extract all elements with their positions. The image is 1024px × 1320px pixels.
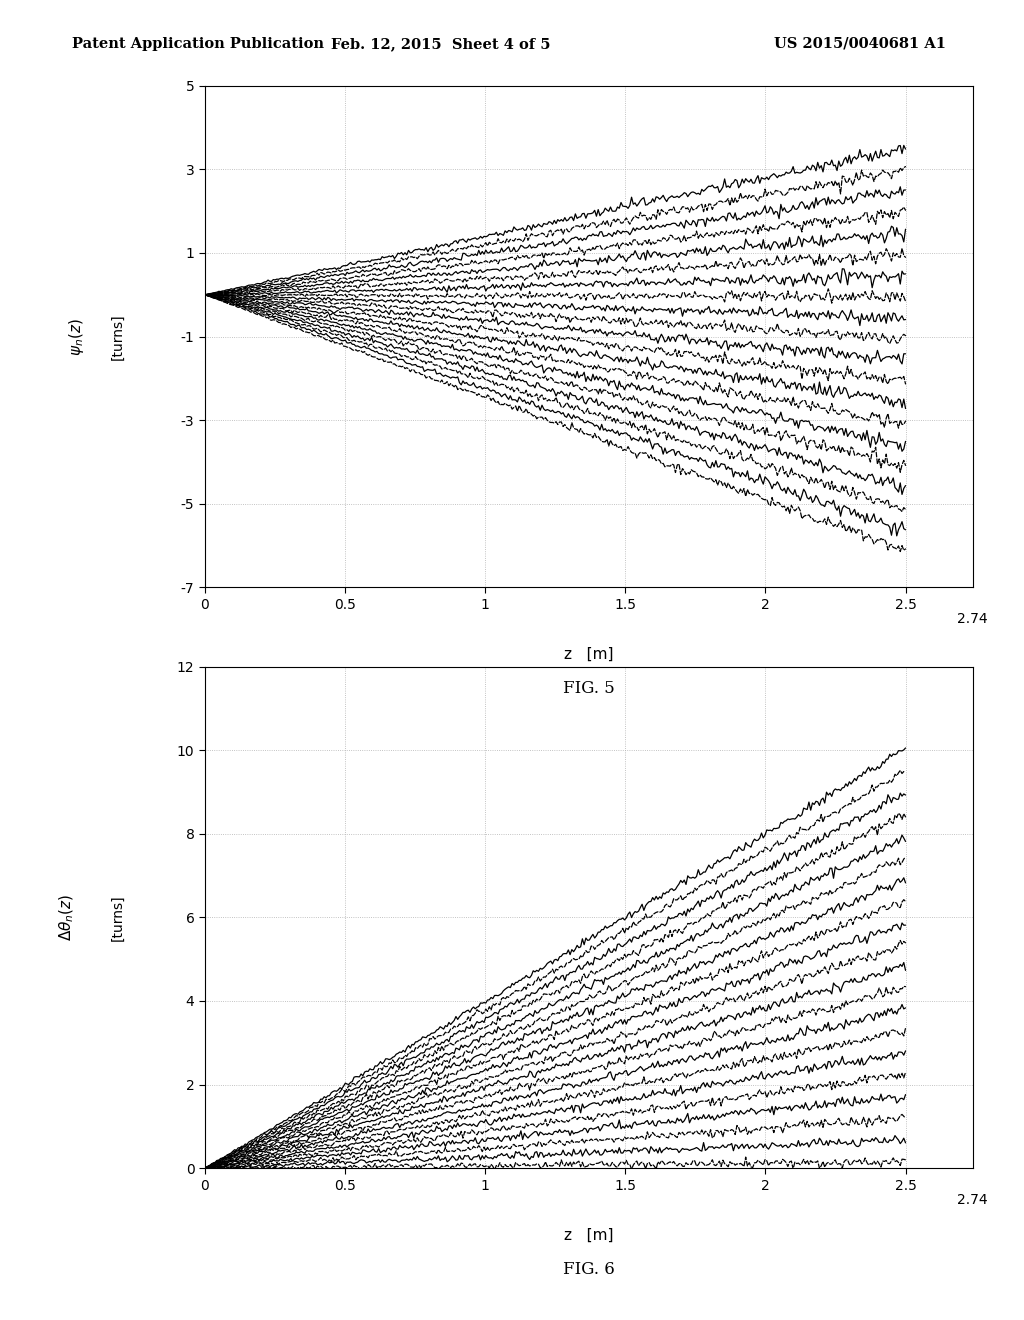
Text: US 2015/0040681 A1: US 2015/0040681 A1 — [774, 37, 946, 51]
Text: FIG. 5: FIG. 5 — [563, 680, 614, 697]
Text: Feb. 12, 2015  Sheet 4 of 5: Feb. 12, 2015 Sheet 4 of 5 — [331, 37, 550, 51]
Text: $\Delta\theta_n(z)$: $\Delta\theta_n(z)$ — [57, 894, 76, 941]
Text: [turns]: [turns] — [111, 313, 125, 360]
Text: FIG. 6: FIG. 6 — [563, 1261, 614, 1278]
Text: [turns]: [turns] — [111, 894, 125, 941]
Text: 2.74: 2.74 — [957, 612, 988, 627]
Text: z   [m]: z [m] — [564, 647, 613, 661]
Text: z   [m]: z [m] — [564, 1228, 613, 1242]
Text: Patent Application Publication: Patent Application Publication — [72, 37, 324, 51]
Text: $\psi_n(z)$: $\psi_n(z)$ — [68, 318, 86, 355]
Text: 2.74: 2.74 — [957, 1193, 988, 1208]
